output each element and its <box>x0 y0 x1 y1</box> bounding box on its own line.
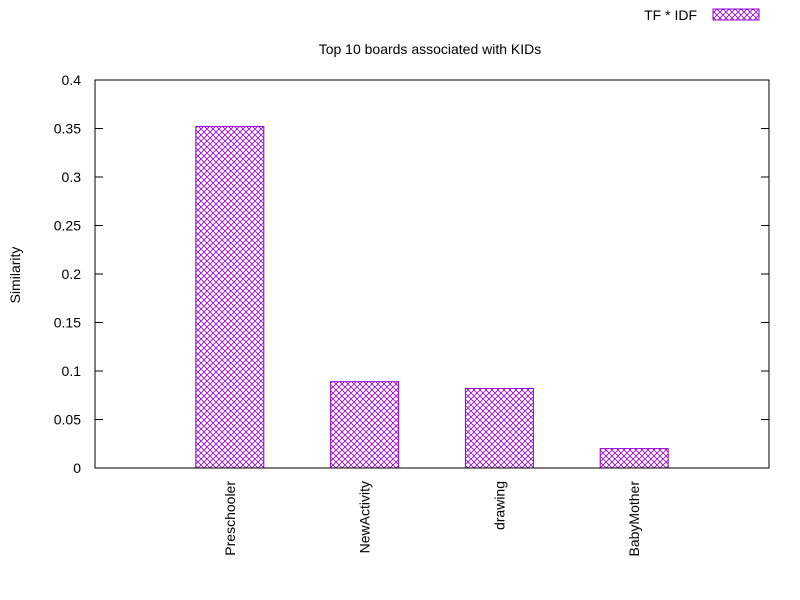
bar-newactivity <box>330 381 400 469</box>
y-tick-label: 0.05 <box>54 412 81 428</box>
y-axis-label: Similarity <box>7 247 23 304</box>
bar-series <box>195 126 669 469</box>
y-tick-label: 0.1 <box>62 363 82 379</box>
y-tick-label: 0.25 <box>54 218 81 234</box>
legend: TF * IDF <box>644 7 760 23</box>
bar-babymother <box>599 448 669 469</box>
chart-title: Top 10 boards associated with KIDs <box>319 41 542 57</box>
x-tick-label: BabyMother <box>626 481 642 557</box>
legend-swatch <box>712 8 760 21</box>
x-axis-tick-labels: Preschooler NewActivity drawing BabyMother <box>222 481 642 557</box>
y-tick-label: 0.15 <box>54 315 81 331</box>
bar-drawing <box>464 387 534 469</box>
y-tick-label: 0.4 <box>62 72 82 88</box>
bar-preschooler <box>195 126 265 469</box>
x-tick-label: drawing <box>491 481 507 530</box>
y-tick-label: 0.35 <box>54 121 81 137</box>
y-tick-label: 0.2 <box>62 266 82 282</box>
y-tick-label: 0.3 <box>62 169 82 185</box>
x-tick-label: NewActivity <box>357 481 373 553</box>
x-tick-label: Preschooler <box>222 481 238 556</box>
legend-label: TF * IDF <box>644 7 697 23</box>
y-tick-label: 0 <box>73 460 81 476</box>
plot-frame <box>94 79 770 469</box>
y-axis-ticks: 0 0.05 0.1 0.15 0.2 0.25 0.3 0.35 0.4 <box>54 72 769 476</box>
